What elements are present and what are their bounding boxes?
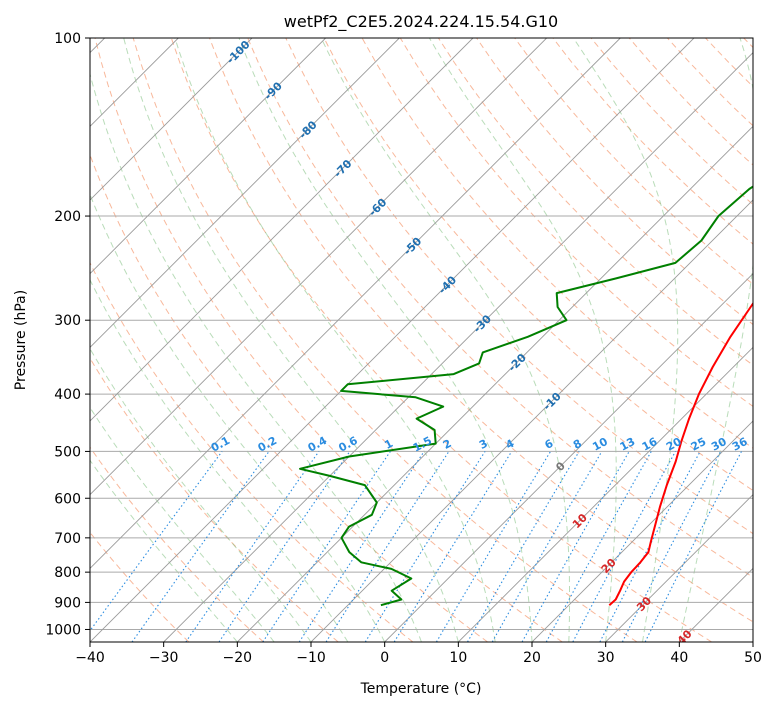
moist-adiabat [320, 38, 571, 642]
mixing-ratio-line [185, 451, 320, 642]
isotherm-line [90, 38, 547, 496]
sounding-series [299, 185, 753, 607]
y-tick-label: 500 [54, 444, 81, 460]
x-tick-label: −40 [75, 650, 105, 666]
x-tick-label: 10 [449, 650, 467, 666]
y-tick-label: 900 [54, 595, 81, 611]
mixing-ratio-line [393, 451, 513, 642]
isotherm-line [531, 420, 753, 642]
mixing-ratio-line [131, 451, 270, 642]
plot-frame [89, 37, 754, 643]
y-tick-label: 1000 [45, 622, 81, 638]
isotherm-line [90, 38, 400, 348]
mixing-ratio-lines [90, 451, 742, 642]
moist-adiabats [90, 38, 753, 642]
y-tick-label: 800 [54, 565, 81, 581]
mixing-ratio-label: 30 [709, 435, 729, 454]
moist-adiabat [238, 38, 533, 642]
mixing-ratio-line [298, 451, 425, 642]
isotherm-line [458, 346, 753, 642]
isotherm-line [163, 52, 753, 642]
y-tick-label: 300 [54, 313, 81, 329]
moist-adiabat [678, 38, 753, 642]
moist-adiabat [90, 459, 238, 642]
mixing-ratio-line [262, 451, 391, 642]
isotherm-line [90, 38, 621, 569]
x-tick-label: 50 [744, 650, 762, 666]
mixing-ratio-line [521, 451, 630, 642]
dry-adiabat [247, 38, 753, 578]
pressure-gridlines [90, 38, 753, 630]
x-tick-label: −20 [223, 650, 253, 666]
dry-adiabat [90, 261, 414, 642]
dry-adiabat [209, 38, 753, 623]
isotherm-line [90, 38, 474, 422]
isotherm-line [90, 38, 326, 275]
dry-adiabat [285, 38, 753, 535]
isotherms [90, 38, 753, 642]
y-tick-label: 100 [54, 31, 81, 47]
y-axis-ticks: 100 200 300 400 500 600 700 800 900 1000 [45, 31, 90, 638]
mixing-ratio-label: 16 [640, 435, 660, 454]
mixing-ratio-line [621, 451, 722, 642]
isotherm-line [384, 273, 753, 642]
dry-adiabat [476, 38, 753, 326]
isotherm-line [237, 125, 753, 642]
dry-adiabat [132, 38, 638, 642]
moist-adiabat [174, 38, 496, 642]
dry-adiabat [90, 446, 264, 642]
moist-adiabat [428, 38, 617, 642]
mixing-ratio-line [644, 451, 742, 642]
mixing-ratio-line [572, 451, 676, 642]
dry-adiabat [94, 38, 563, 642]
x-axis-label: Temperature (°C) [360, 681, 482, 697]
mixing-ratio-line [325, 451, 450, 642]
plot-background [90, 38, 753, 642]
moist-adiabat [90, 406, 275, 642]
chart-title: wetPf2_C2E5.2024.224.15.54.G10 [284, 12, 558, 32]
mixing-ratio-line [218, 451, 351, 642]
dry-adiabat [323, 38, 753, 492]
dry-adiabat [170, 38, 712, 642]
mixing-ratio-line [545, 451, 652, 642]
x-tick-label: 30 [597, 650, 615, 666]
mixing-ratio-label: 20 [664, 435, 684, 454]
isotherm-line [90, 38, 695, 642]
x-tick-label: 40 [670, 650, 688, 666]
x-tick-label: −30 [149, 650, 179, 666]
x-tick-label: −10 [296, 650, 326, 666]
moist-adiabat [123, 38, 459, 642]
y-tick-label: 200 [54, 209, 81, 225]
x-axis-ticks: −40 −30 −20 −10 0 10 20 30 40 50 [75, 642, 762, 666]
moist-adiabat [572, 38, 679, 642]
isotherm-line [90, 38, 253, 201]
moist-adiabat [90, 278, 349, 642]
x-tick-label: 0 [380, 650, 389, 666]
isotherm-line [752, 641, 753, 642]
y-tick-label: 700 [54, 531, 81, 547]
y-tick-label: 400 [54, 387, 81, 403]
isotherm-line [605, 494, 753, 642]
dry-adiabat [90, 357, 339, 642]
moist-adiabat [90, 72, 422, 642]
dry-adiabats [90, 38, 753, 642]
sounding-line-1 [608, 301, 753, 606]
y-tick-label: 600 [54, 491, 81, 507]
dry-adiabat [514, 38, 753, 285]
sounding-line-2 [299, 185, 753, 607]
mixing-ratio-label: 13 [618, 435, 638, 454]
y-axis-label: Pressure (hPa) [13, 290, 29, 390]
x-tick-label: 20 [523, 650, 541, 666]
moist-adiabat [90, 193, 386, 642]
mixing-ratio-label: 10 [590, 435, 610, 454]
mixing-ratio-label: 25 [689, 435, 709, 454]
mixing-ratio-line [90, 451, 223, 632]
mixing-ratio-label: 36 [730, 435, 750, 454]
isotherm-line [310, 199, 753, 642]
